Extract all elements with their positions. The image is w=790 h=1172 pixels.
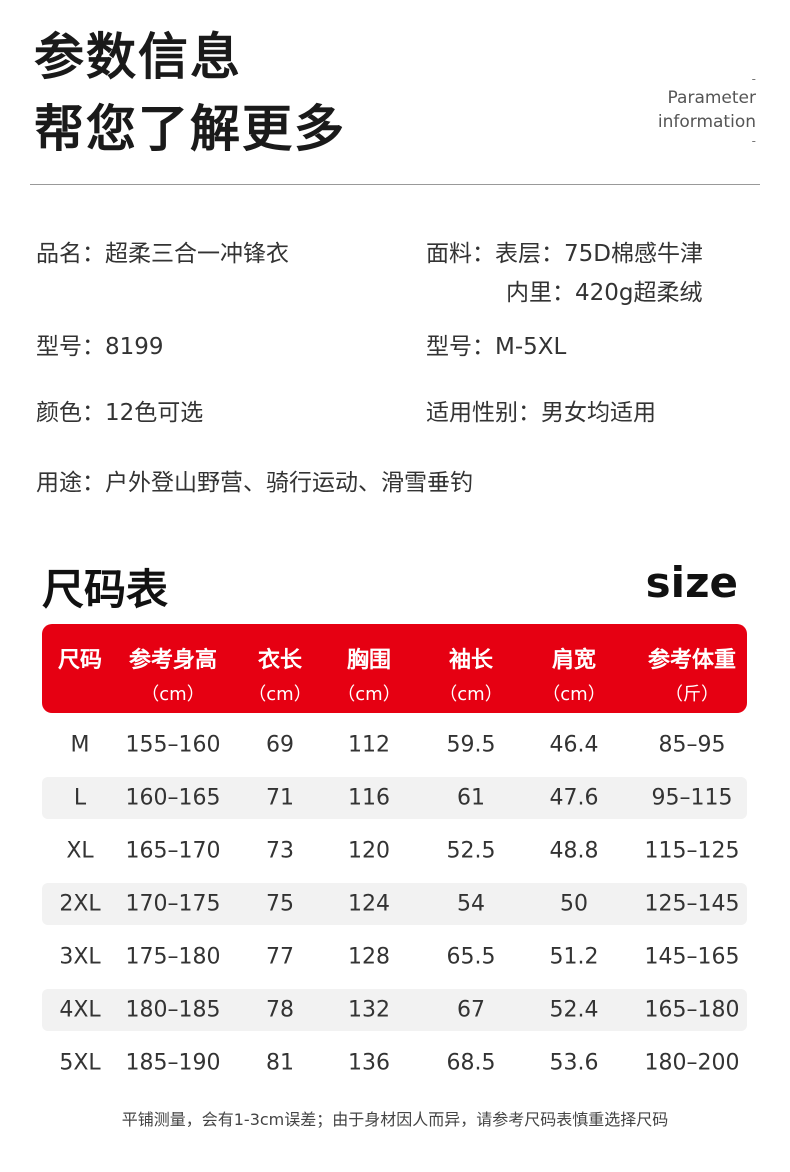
- table-cell: 145–165: [644, 944, 740, 970]
- info-lining: 内里：420g超柔绒: [506, 280, 703, 306]
- table-cell: 125–145: [644, 891, 740, 917]
- table-cell: 115–125: [644, 838, 740, 864]
- table-cell: 124: [348, 891, 390, 917]
- table-cell: 170–175: [125, 891, 221, 917]
- table-cell: 77: [266, 944, 294, 970]
- column-header: 衣长 （cm）: [248, 642, 311, 706]
- table-row: 2XL 170–175 75 124 54 50 125–145: [42, 883, 747, 925]
- column-header: 参考体重 （斤）: [648, 642, 736, 706]
- table-cell: 61: [457, 785, 485, 811]
- info-fabric: 面料：表层：75D棉感牛津: [426, 241, 703, 267]
- table-row: 5XL 185–190 81 136 68.5 53.6 180–200: [42, 1042, 747, 1084]
- table-cell: 95–115: [651, 785, 733, 811]
- info-usage: 用途：户外登山野营、骑行运动、滑雪垂钓: [36, 470, 473, 496]
- table-cell: 132: [348, 997, 390, 1023]
- page-subtitle: 帮您了解更多: [34, 100, 346, 158]
- table-cell: 155–160: [125, 732, 221, 758]
- column-name: 参考身高: [128, 648, 218, 673]
- column-header: 参考身高 （cm）: [129, 642, 217, 706]
- column-name: 衣长: [257, 648, 302, 673]
- table-cell: 180–185: [125, 997, 221, 1023]
- table-cell: L: [73, 785, 87, 811]
- table-row: 4XL 180–185 78 132 67 52.4 165–180: [42, 989, 747, 1031]
- column-unit: （cm）: [439, 684, 503, 705]
- table-cell: 3XL: [59, 944, 101, 970]
- column-header: 胸围 （cm）: [337, 642, 400, 706]
- table-cell: 46.4: [549, 732, 599, 758]
- column-header: 尺码: [58, 642, 102, 680]
- size-table-header: 尺码 参考身高 （cm） 衣长 （cm） 胸围 （cm） 袖长 （cm） 肩宽 （cm） 参考体重 （斤…: [42, 624, 747, 713]
- table-cell: 68.5: [446, 1050, 496, 1076]
- column-unit: （cm）: [248, 684, 312, 705]
- table-cell: 69: [266, 732, 294, 758]
- table-cell: 165–170: [125, 838, 221, 864]
- table-cell: 52.5: [446, 838, 496, 864]
- table-cell: 54: [457, 891, 485, 917]
- table-cell: 53.6: [549, 1050, 599, 1076]
- page-title: 参数信息: [34, 28, 242, 86]
- table-row: M 155–160 69 112 59.5 46.4 85–95: [42, 724, 747, 766]
- table-cell: 165–180: [644, 997, 740, 1023]
- table-cell: 180–200: [644, 1050, 740, 1076]
- column-unit: （cm）: [337, 684, 401, 705]
- english-caption: - Parameter information -: [658, 72, 756, 148]
- table-cell: 2XL: [59, 891, 101, 917]
- table-cell: 71: [266, 785, 294, 811]
- table-cell: M: [70, 732, 90, 758]
- table-row: 3XL 175–180 77 128 65.5 51.2 145–165: [42, 936, 747, 978]
- table-cell: 47.6: [549, 785, 599, 811]
- table-cell: 120: [348, 838, 390, 864]
- table-cell: 52.4: [549, 997, 599, 1023]
- table-cell: 75: [266, 891, 294, 917]
- dash-top: -: [751, 72, 756, 86]
- table-cell: 67: [457, 997, 485, 1023]
- table-cell: XL: [66, 838, 94, 864]
- table-cell: 81: [266, 1050, 294, 1076]
- table-cell: 59.5: [446, 732, 496, 758]
- table-cell: 48.8: [549, 838, 599, 864]
- column-name: 参考体重: [647, 648, 737, 673]
- table-cell: 112: [348, 732, 390, 758]
- info-name: 品名：超柔三合一冲锋衣: [36, 241, 289, 267]
- table-cell: 160–165: [125, 785, 221, 811]
- size-chart-title: 尺码表: [42, 565, 169, 614]
- table-cell: 185–190: [125, 1050, 221, 1076]
- table-cell: 73: [266, 838, 294, 864]
- dash-bottom: -: [751, 134, 756, 148]
- size-chart-title-en: size: [645, 558, 738, 607]
- table-row: XL 165–170 73 120 52.5 48.8 115–125: [42, 830, 747, 872]
- table-row: L 160–165 71 116 61 47.6 95–115: [42, 777, 747, 819]
- table-cell: 136: [348, 1050, 390, 1076]
- en-line2: information: [657, 112, 756, 132]
- column-name: 胸围: [346, 648, 391, 673]
- column-unit: （cm）: [542, 684, 606, 705]
- table-cell: 51.2: [549, 944, 599, 970]
- table-cell: 5XL: [59, 1050, 101, 1076]
- measurement-note: 平铺测量，会有1-3cm误差；由于身材因人而异，请参考尺码表慎重选择尺码: [121, 1110, 669, 1129]
- table-cell: 50: [560, 891, 588, 917]
- divider: [30, 184, 760, 185]
- column-unit: （斤）: [664, 684, 719, 705]
- column-name: 尺码: [57, 648, 103, 673]
- info-color: 颜色：12色可选: [36, 400, 204, 426]
- info-model: 型号：8199: [36, 334, 164, 360]
- column-unit: （cm）: [141, 684, 205, 705]
- table-cell: 175–180: [125, 944, 221, 970]
- column-header: 袖长 （cm）: [439, 642, 502, 706]
- table-cell: 128: [348, 944, 390, 970]
- column-name: 肩宽: [551, 648, 596, 673]
- table-cell: 78: [266, 997, 294, 1023]
- info-sizes: 型号：M-5XL: [426, 334, 567, 360]
- column-header: 肩宽 （cm）: [542, 642, 605, 706]
- info-gender: 适用性别：男女均适用: [426, 400, 656, 426]
- table-cell: 116: [348, 785, 390, 811]
- table-cell: 65.5: [446, 944, 496, 970]
- table-cell: 85–95: [658, 732, 726, 758]
- table-cell: 4XL: [59, 997, 101, 1023]
- column-name: 袖长: [448, 648, 493, 673]
- en-line1: Parameter: [667, 88, 756, 108]
